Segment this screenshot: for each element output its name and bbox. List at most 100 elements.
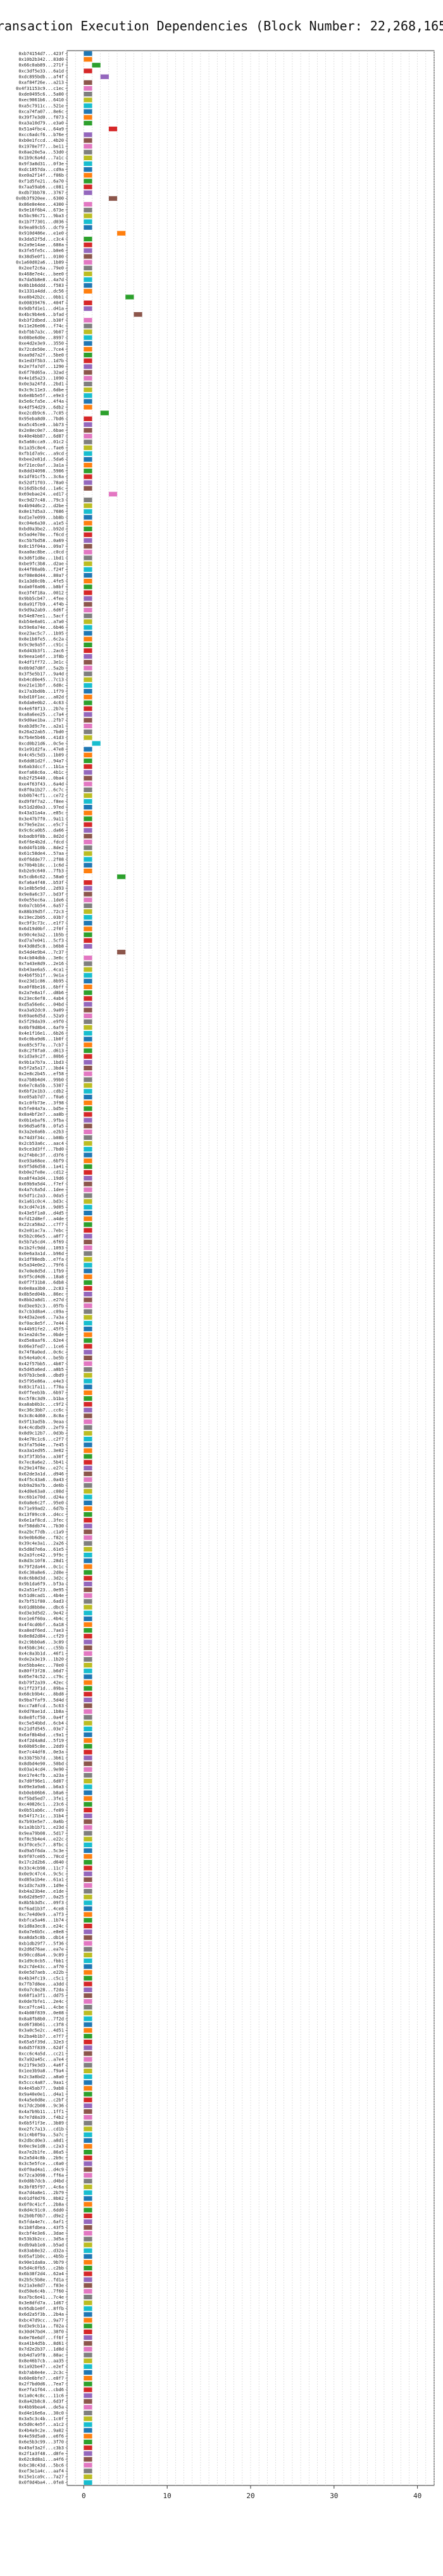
gantt-bar	[84, 1634, 92, 1639]
gantt-bar	[84, 1332, 92, 1337]
y-tick-label: 0xca74fa07...8e6c	[18, 109, 64, 114]
gantt-bar	[84, 1524, 92, 1529]
y-tick-label: 0x5ad4e78e...f6cd	[18, 533, 64, 538]
gantt-bar	[84, 1182, 92, 1187]
y-tick-label: 0xcc6adcf6...b76e	[18, 132, 64, 137]
gantt-bar	[84, 717, 92, 723]
gantt-bar	[84, 352, 92, 358]
gantt-bar	[84, 2370, 92, 2375]
y-tick-label: 0x4a5e0d8e...c2bf	[18, 2098, 64, 2103]
y-tick-label: 0xcc7a8fcd...5c63	[18, 1703, 64, 1708]
gantt-bar	[84, 1141, 92, 1146]
gantt-bar	[84, 2474, 92, 2479]
y-tick-label: 0xb0eb06b6...b8a6	[18, 1790, 64, 1795]
gantt-bar	[84, 1947, 92, 1952]
y-tick-label: 0x8e8fcf50...0a4f	[18, 1715, 64, 1720]
gantt-bar	[84, 515, 92, 520]
y-tick-label: 0x3a2e0a6b...e2b3	[18, 1130, 64, 1135]
y-tick-label: 0x0b1ebaf6...9fba	[18, 1118, 64, 1123]
gantt-bar	[84, 57, 92, 62]
y-tick-label: 0x6e7c8a5b...5307	[18, 1083, 64, 1088]
gantt-bar	[84, 764, 92, 769]
y-tick-label: 0x54e4a0c4...be5b	[18, 1356, 64, 1361]
gantt-bar	[84, 2039, 92, 2045]
gantt-bar	[84, 2393, 92, 2398]
y-tick-label: 0x2dbcd0e3...a8d1	[18, 2138, 64, 2144]
y-tick-label: 0x95db1e0f...8ffb	[18, 2306, 64, 2311]
gantt-bar	[84, 2434, 92, 2439]
gantt-bar	[84, 132, 92, 137]
y-tick-label: 0x8dd34098...5906	[18, 469, 64, 474]
y-tick-label: 0x1d9c0cb5...fbb1	[18, 1959, 64, 1964]
y-tick-label: 0x2c3a8bd2...a8a0	[18, 2074, 64, 2080]
gantt-bar	[84, 1390, 92, 1395]
y-tick-label: 0x6ab3dccf...1b1a	[18, 764, 64, 769]
gantt-bar	[84, 1187, 92, 1192]
y-tick-label: 0xb43ae6a5...4ca1	[18, 967, 64, 972]
gantt-bar	[84, 1518, 92, 1523]
gantt-bar	[84, 2138, 92, 2143]
y-tick-label: 0x30d47bd4...38f0	[18, 2330, 64, 2335]
gantt-bar	[84, 376, 92, 381]
gantt-bar	[84, 1361, 92, 1367]
gantt-bar	[84, 2080, 92, 2085]
gantt-bar	[84, 1831, 92, 1836]
gantt-bar	[84, 2144, 92, 2149]
gantt-bar	[84, 723, 92, 729]
gantt-bar	[84, 1349, 92, 1354]
y-tick-label: 0x05af1b0c...4b5b	[18, 2254, 64, 2259]
y-tick-label: 0x7b93e5e7...0a6b	[18, 1819, 64, 1824]
gantt-bar	[84, 1552, 92, 1558]
y-tick-label: 0x1b7f7301...d036	[18, 219, 64, 224]
y-tick-label: 0x4f31153c9...c1ec	[16, 86, 64, 91]
y-tick-label: 0x6e1af8cd...3fec	[18, 1518, 64, 1523]
gantt-bar	[84, 1506, 92, 1512]
gantt-bar	[84, 265, 92, 270]
gantt-bar	[84, 2109, 92, 2114]
gantt-bar	[84, 341, 92, 346]
gantt-bar	[84, 1373, 92, 1378]
gantt-bar	[84, 1784, 92, 1790]
y-tick-label: 0x23ec6ef8...4ab4	[18, 996, 64, 1001]
y-tick-label: 0xe93a68ee...6bf9	[18, 1158, 64, 1163]
y-tick-label: 0x2b0bf0b7...d9e2	[18, 2214, 64, 2219]
y-tick-label: 0x6f70d65a...32ad	[18, 370, 64, 375]
gantt-bar	[84, 445, 92, 450]
y-tick-label: 0x8b5ed04b...86ec	[18, 1292, 64, 1297]
gantt-bar	[84, 1981, 92, 1986]
gantt-bar	[84, 990, 92, 995]
y-tick-label: 0x4f5c43a6...0a43	[18, 1477, 64, 1482]
gantt-bar	[84, 469, 92, 474]
gantt-bar	[84, 666, 92, 671]
y-tick-label: 0xdb9ab1e0...b5ad	[18, 2242, 64, 2247]
gantt-bar	[84, 422, 92, 427]
y-tick-label: 0xfd12d8ef...a4de	[18, 1216, 64, 1222]
gantt-bar	[84, 2092, 92, 2097]
y-tick-label: 0x16d5bc6d...1a6c	[18, 486, 64, 491]
gantt-bar	[84, 1669, 92, 1674]
gantt-bar	[84, 2259, 92, 2265]
y-tick-label: 0xefa68c6a...4b1c	[18, 770, 64, 775]
gantt-bar	[84, 1610, 92, 1615]
y-tick-label: 0xdc1057da...cd9a	[18, 167, 64, 172]
y-tick-label: 0x9d0ae1ba...2fb7	[18, 718, 64, 723]
gantt-bar	[84, 1401, 92, 1407]
y-tick-label: 0x0d4fb10b...8de2	[18, 845, 64, 850]
y-tick-label: 0x51d0cad1...4b4e	[18, 1593, 64, 1598]
gantt-bar	[84, 735, 92, 740]
y-tick-label: 0xe7fa1f64...cbd6	[18, 2387, 64, 2392]
y-tick-label: 0x19ec2b05...03b7	[18, 915, 64, 920]
y-tick-label: 0x2f7bd0d6...7ea7	[18, 2382, 64, 2387]
y-tick-label: 0xb4d7a9f8...88ac	[18, 2352, 64, 2358]
gantt-bar	[84, 1013, 92, 1018]
y-tick-label: 0xa8edf6ed...7ae3	[18, 1628, 64, 1633]
y-tick-label: 0x2e8ec0e7...6bae	[18, 428, 64, 433]
y-tick-label: 0x54f17c1c...31b4	[18, 1814, 64, 1819]
y-tick-label: 0x3a5c3c4b...1c0f	[18, 2416, 64, 2421]
y-tick-label: 0x72cde50e...7ce4	[18, 347, 64, 352]
gantt-bar	[84, 1448, 92, 1453]
y-tick-label: 0xd1e7e099...bb8b	[18, 515, 64, 520]
y-tick-label: 0x79f2da44...0c1c	[18, 1564, 64, 1569]
y-tick-label: 0xbd0a3be2...b92d	[18, 527, 64, 532]
